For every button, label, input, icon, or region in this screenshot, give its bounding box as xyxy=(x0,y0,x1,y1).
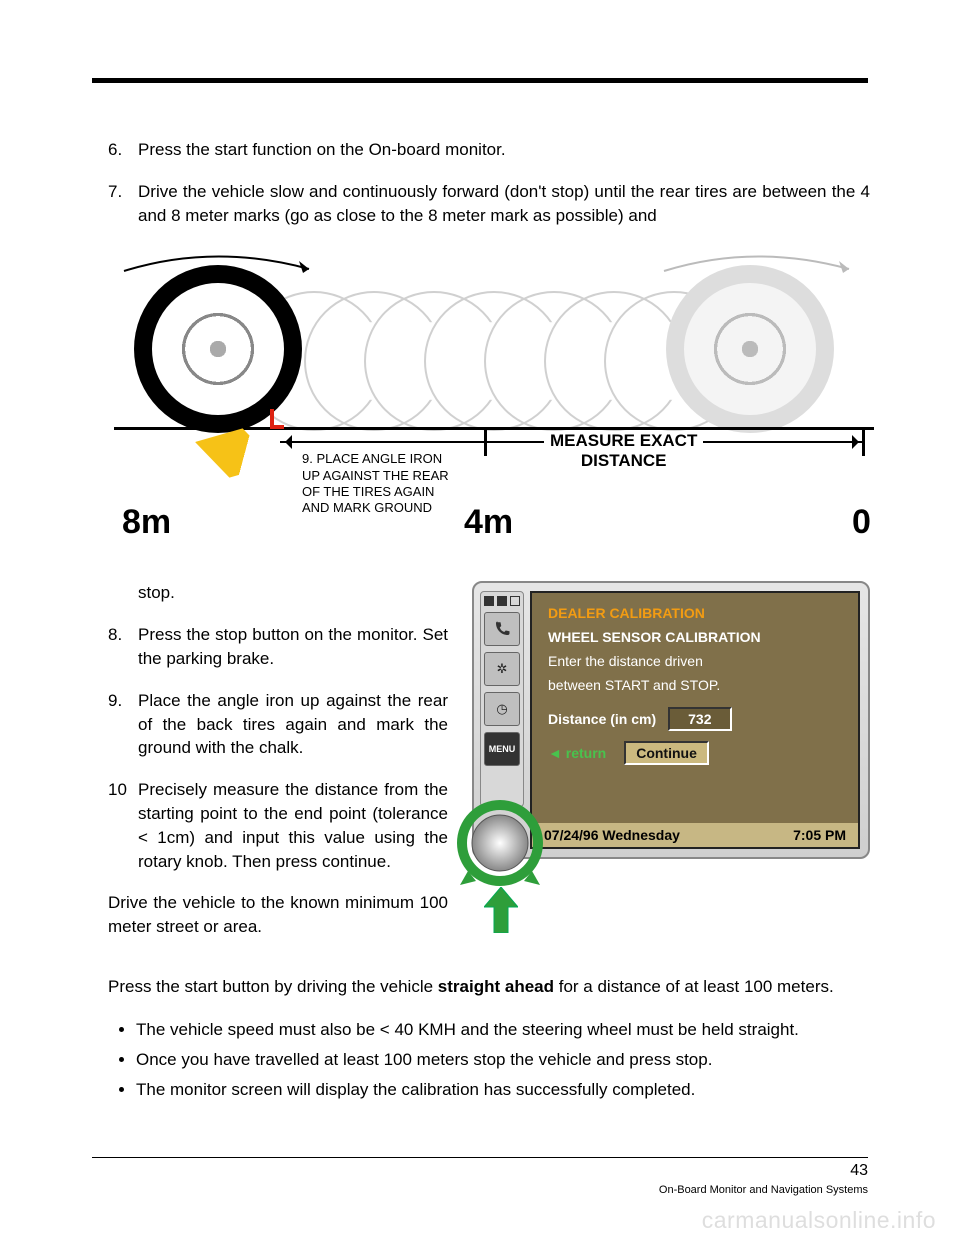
measure-label-l1: MEASURE EXACT xyxy=(550,431,697,450)
screen-title: DEALER CALIBRATION xyxy=(532,593,858,625)
tick-4m xyxy=(484,430,487,456)
return-button[interactable]: ◄ return xyxy=(548,745,606,761)
step-7-continued: stop. xyxy=(108,581,448,605)
press-start-para: Press the start button by driving the ve… xyxy=(108,975,870,999)
monitor-side-buttons: ✲ ◷ MENU xyxy=(480,591,524,807)
clock-button[interactable]: ◷ xyxy=(484,692,520,726)
measure-label: MEASURE EXACT DISTANCE xyxy=(544,431,703,470)
step-list-top: 6. Press the start function on the On-bo… xyxy=(108,138,870,227)
screen-line-1: Enter the distance driven xyxy=(532,649,858,673)
press-start-pre: Press the start button by driving the ve… xyxy=(108,977,438,996)
bullet-2: Once you have travelled at least 100 met… xyxy=(136,1047,870,1073)
bullet-1: The vehicle speed must also be < 40 KMH … xyxy=(136,1017,870,1043)
clock-icon: ◷ xyxy=(496,701,507,717)
step-10-num: 10 xyxy=(108,778,138,873)
step-6: 6. Press the start function on the On-bo… xyxy=(108,138,870,162)
step-7: 7. Drive the vehicle slow and continuous… xyxy=(108,180,870,228)
rotary-knob[interactable] xyxy=(450,793,550,893)
page-number: 43 xyxy=(850,1162,868,1180)
page-content: 6. Press the start function on the On-bo… xyxy=(108,138,870,1108)
step-10: 10 Precisely measure the distance from t… xyxy=(108,778,448,873)
step-6-text: Press the start function on the On-board… xyxy=(138,138,870,162)
measure-label-l2: DISTANCE xyxy=(581,451,667,470)
menu-button[interactable]: MENU xyxy=(484,732,520,766)
angle-note-text: PLACE ANGLE IRON UP AGAINST THE REAR OF … xyxy=(302,451,449,515)
step-7-text: Drive the vehicle slow and continuously … xyxy=(138,180,870,228)
wheel-start-icon xyxy=(134,265,302,433)
onboard-monitor: ✲ ◷ MENU DEALER CALIBRATION WHEEL SENSOR… xyxy=(472,581,870,859)
step-9-text: Place the angle iron up against the rear… xyxy=(138,689,448,760)
right-column: ✲ ◷ MENU DEALER CALIBRATION WHEEL SENSOR… xyxy=(472,581,870,957)
dist-label-0: 0 xyxy=(852,503,871,542)
distance-label: Distance (in cm) xyxy=(548,711,656,727)
status-time: 7:05 PM xyxy=(793,827,846,843)
step-8-text: Press the stop button on the monitor. Se… xyxy=(138,623,448,671)
bullet-3: The monitor screen will display the cali… xyxy=(136,1077,870,1103)
step-list-left: stop. 8. Press the stop button on the mo… xyxy=(108,581,448,873)
step-7-cont-text: stop. xyxy=(138,581,448,605)
distance-value-field[interactable]: 732 xyxy=(668,707,731,731)
step-9-num: 9. xyxy=(108,689,138,760)
fan-icon: ✲ xyxy=(497,661,508,677)
status-bar: 07/24/96 Wednesday 7:05 PM xyxy=(532,823,858,847)
footer-section: On-Board Monitor and Navigation Systems xyxy=(659,1184,868,1196)
screen-line-2: between START and STOP. xyxy=(532,673,858,697)
left-column: stop. 8. Press the stop button on the mo… xyxy=(108,581,448,957)
up-arrow-icon xyxy=(484,887,518,933)
step-6-num: 6. xyxy=(108,138,138,162)
bullet-list: The vehicle speed must also be < 40 KMH … xyxy=(108,1017,870,1104)
monitor-screen: DEALER CALIBRATION WHEEL SENSOR CALIBRAT… xyxy=(530,591,860,849)
step-8-num: 8. xyxy=(108,623,138,671)
step-8: 8. Press the stop button on the monitor.… xyxy=(108,623,448,671)
wheel-end-icon xyxy=(666,265,834,433)
watermark: carmanualsonline.info xyxy=(702,1207,936,1234)
step-9: 9. Place the angle iron up against the r… xyxy=(108,689,448,760)
menu-label: MENU xyxy=(489,744,516,754)
angle-iron-icon xyxy=(270,409,284,429)
press-start-bold: straight ahead xyxy=(438,977,554,996)
ground-line xyxy=(114,427,874,430)
fan-button[interactable]: ✲ xyxy=(484,652,520,686)
status-date: 07/24/96 Wednesday xyxy=(544,827,680,843)
empty-num xyxy=(108,581,138,605)
step-10-text: Precisely measure the distance from the … xyxy=(138,778,448,873)
continue-button[interactable]: Continue xyxy=(624,741,709,765)
dist-label-4m: 4m xyxy=(464,503,513,542)
angle-note-num: 9. xyxy=(302,451,313,466)
phone-button[interactable] xyxy=(484,612,520,646)
screen-button-row: ◄ return Continue xyxy=(532,735,858,775)
two-column-section: stop. 8. Press the stop button on the mo… xyxy=(108,581,870,957)
top-rule xyxy=(92,78,868,83)
wheel-roll-diagram: MEASURE EXACT DISTANCE 0 4m 8m 9. PLACE … xyxy=(114,245,874,555)
screen-heading: WHEEL SENSOR CALIBRATION xyxy=(532,625,858,649)
distance-input-row: Distance (in cm) 732 xyxy=(532,697,858,735)
angle-iron-note: 9. PLACE ANGLE IRON UP AGAINST THE REAR … xyxy=(302,451,462,516)
step-7-num: 7. xyxy=(108,180,138,228)
footer-rule xyxy=(92,1157,868,1158)
drive-known-para: Drive the vehicle to the known minimum 1… xyxy=(108,891,448,939)
dist-label-8m: 8m xyxy=(122,503,171,542)
press-start-post: for a distance of at least 100 meters. xyxy=(554,977,834,996)
tick-0 xyxy=(862,430,865,456)
